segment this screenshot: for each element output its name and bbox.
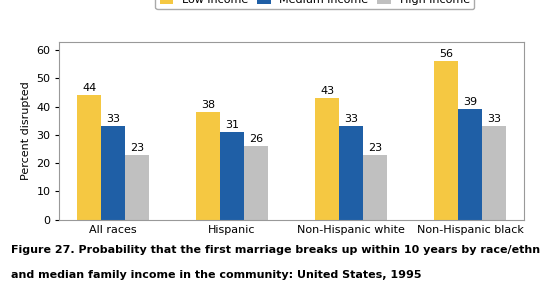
Bar (339, 127, 363, 220)
Text: 23: 23 (130, 143, 144, 153)
Bar (197, 112, 220, 220)
Text: 23: 23 (368, 143, 382, 153)
Y-axis label: Percent disrupted: Percent disrupted (21, 81, 31, 180)
Bar (101, 127, 125, 220)
Bar (363, 155, 387, 220)
Text: 43: 43 (320, 86, 334, 96)
Bar (458, 110, 482, 220)
Text: Figure 27. Probability that the first marriage breaks up within 10 years by race: Figure 27. Probability that the first ma… (11, 245, 540, 255)
Text: 26: 26 (249, 134, 263, 144)
Text: 44: 44 (82, 83, 96, 93)
Text: 33: 33 (106, 114, 120, 124)
Text: 33: 33 (344, 114, 358, 124)
Bar (435, 61, 458, 220)
Text: 56: 56 (440, 49, 454, 59)
Bar (315, 98, 339, 220)
Bar (125, 155, 148, 220)
Bar (220, 132, 244, 220)
Text: 31: 31 (225, 120, 239, 130)
Text: 38: 38 (201, 100, 215, 110)
Bar (482, 127, 506, 220)
Text: and median family income in the community: United States, 1995: and median family income in the communit… (11, 270, 421, 280)
Bar (77, 95, 101, 220)
Legend: Low income, Medium income, High income: Low income, Medium income, High income (156, 0, 474, 10)
Text: 33: 33 (487, 114, 501, 124)
Bar (244, 146, 268, 220)
Text: 39: 39 (463, 97, 477, 108)
